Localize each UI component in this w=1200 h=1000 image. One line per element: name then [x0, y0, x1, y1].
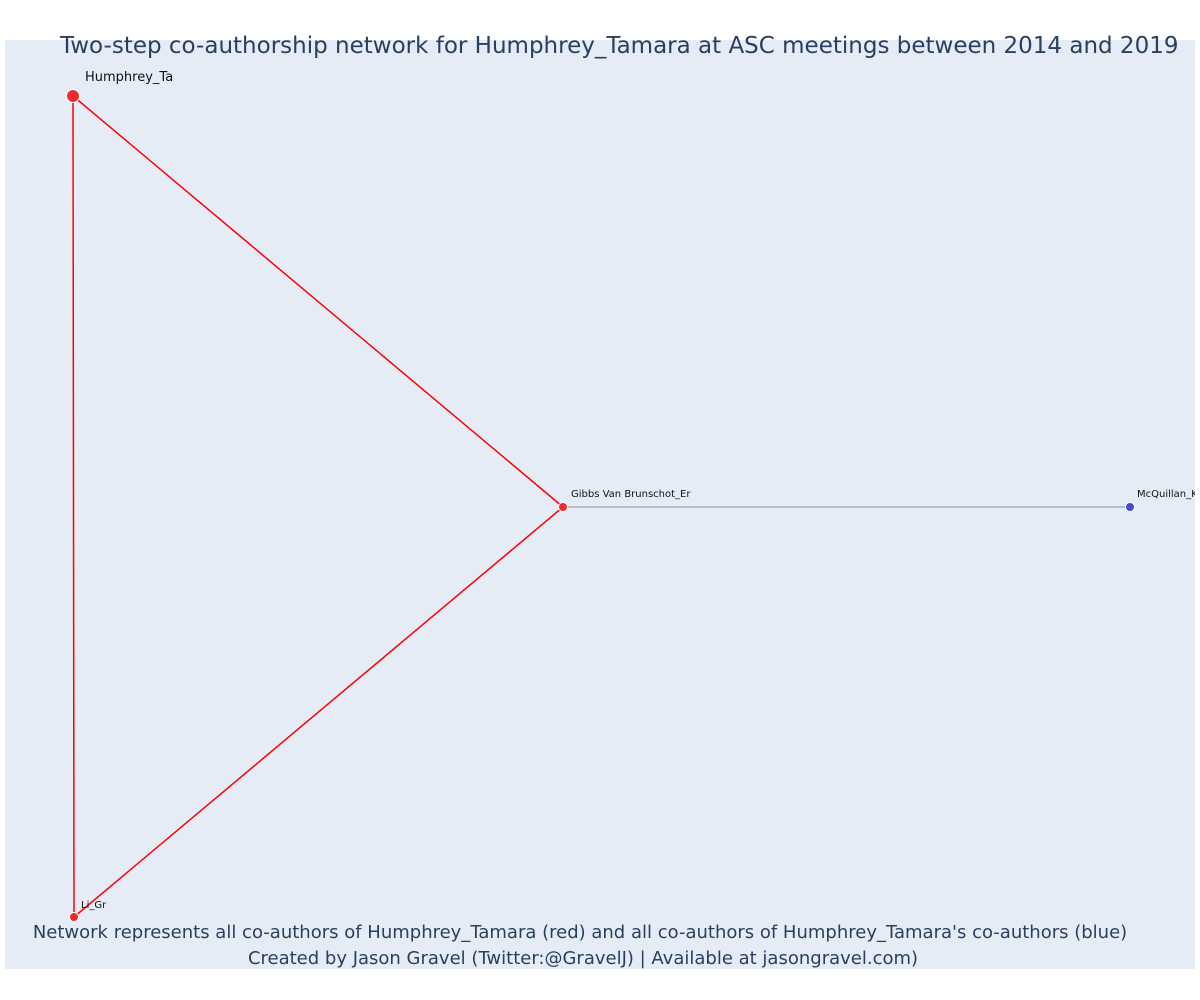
node-label-li: Li_Gr [81, 900, 107, 911]
edge-humphrey-gibbs [72, 95, 564, 508]
chart-title: Two-step co-authorship network for Humph… [59, 33, 1178, 59]
node-labels-layer: Humphrey_Ta Gibbs Van Brunschot_Er Li_Gr Mc… [81, 70, 1200, 911]
node-label-mcquillan: McQuillan_Ke [1137, 489, 1200, 500]
nodes-layer [66, 89, 1135, 922]
plot-background [5, 40, 1195, 969]
node-humphrey[interactable] [66, 89, 80, 103]
caption-line-2: Created by Jason Gravel (Twitter:@Gravel… [248, 948, 918, 969]
caption-line-1: Network represents all co-authors of Hum… [33, 922, 1127, 943]
edges-layer [72, 95, 1130, 918]
edge-gibbs-li [73, 506, 564, 918]
node-li[interactable] [69, 912, 79, 922]
node-gibbs[interactable] [558, 502, 568, 512]
node-label-humphrey: Humphrey_Ta [85, 70, 173, 85]
edge-humphrey-li [72, 95, 75, 918]
node-mcquillan[interactable] [1125, 502, 1135, 512]
node-label-gibbs: Gibbs Van Brunschot_Er [571, 489, 691, 500]
